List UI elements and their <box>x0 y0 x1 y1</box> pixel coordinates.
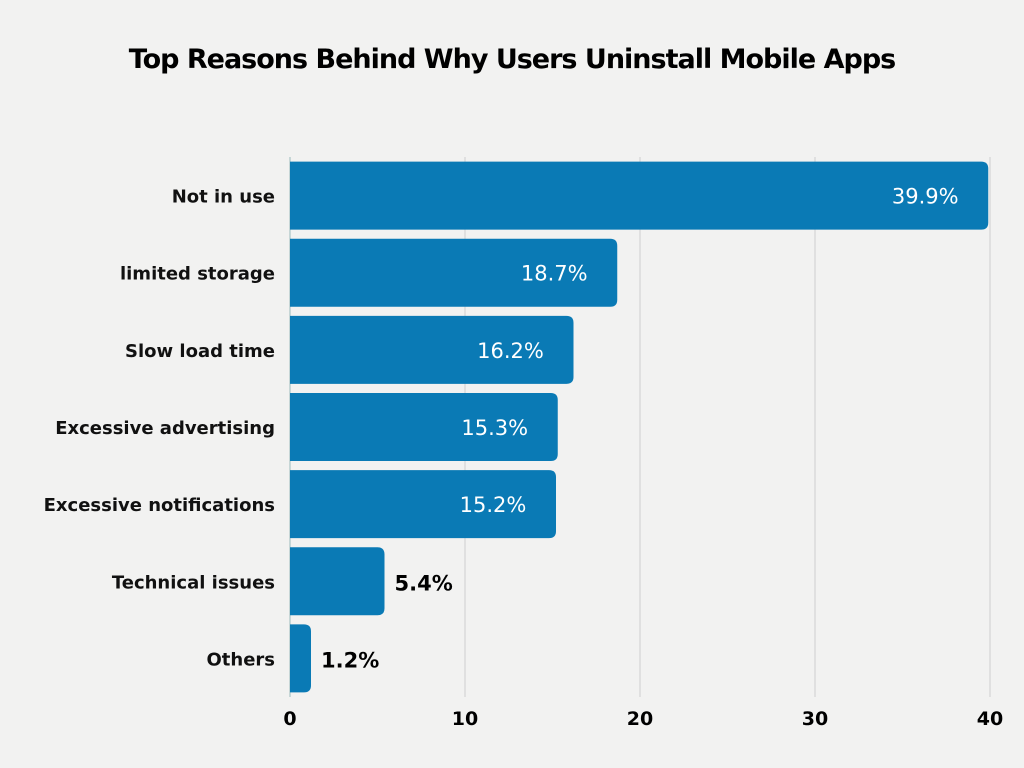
category-label: limited storage <box>120 264 275 285</box>
bar <box>290 393 558 461</box>
bar <box>290 547 385 616</box>
category-label: Excessive advertising <box>55 418 275 439</box>
bar <box>290 624 311 693</box>
x-tick-label: 10 <box>452 708 478 730</box>
data-label: 39.9% <box>892 185 959 209</box>
data-label: 1.2% <box>321 648 379 672</box>
bar <box>290 470 556 539</box>
category-label: Slow load time <box>125 341 275 362</box>
category-label: Others <box>206 649 275 670</box>
bar <box>290 238 618 307</box>
category-label: Technical issues <box>112 572 275 593</box>
category-label: Not in use <box>172 187 275 208</box>
x-tick-label: 0 <box>283 708 296 730</box>
data-label: 16.2% <box>477 339 544 363</box>
data-label: 18.7% <box>521 262 588 286</box>
x-tick-label: 30 <box>802 708 828 730</box>
chart-title: Top Reasons Behind Why Users Uninstall M… <box>129 44 895 75</box>
x-tick-label: 20 <box>627 708 653 730</box>
x-tick-label: 40 <box>977 708 1003 730</box>
bar <box>290 161 989 230</box>
bar <box>290 315 574 384</box>
data-label: 15.2% <box>460 493 527 517</box>
data-label: 15.3% <box>461 416 528 440</box>
data-label: 5.4% <box>395 571 453 595</box>
category-label: Excessive notifications <box>44 495 275 516</box>
